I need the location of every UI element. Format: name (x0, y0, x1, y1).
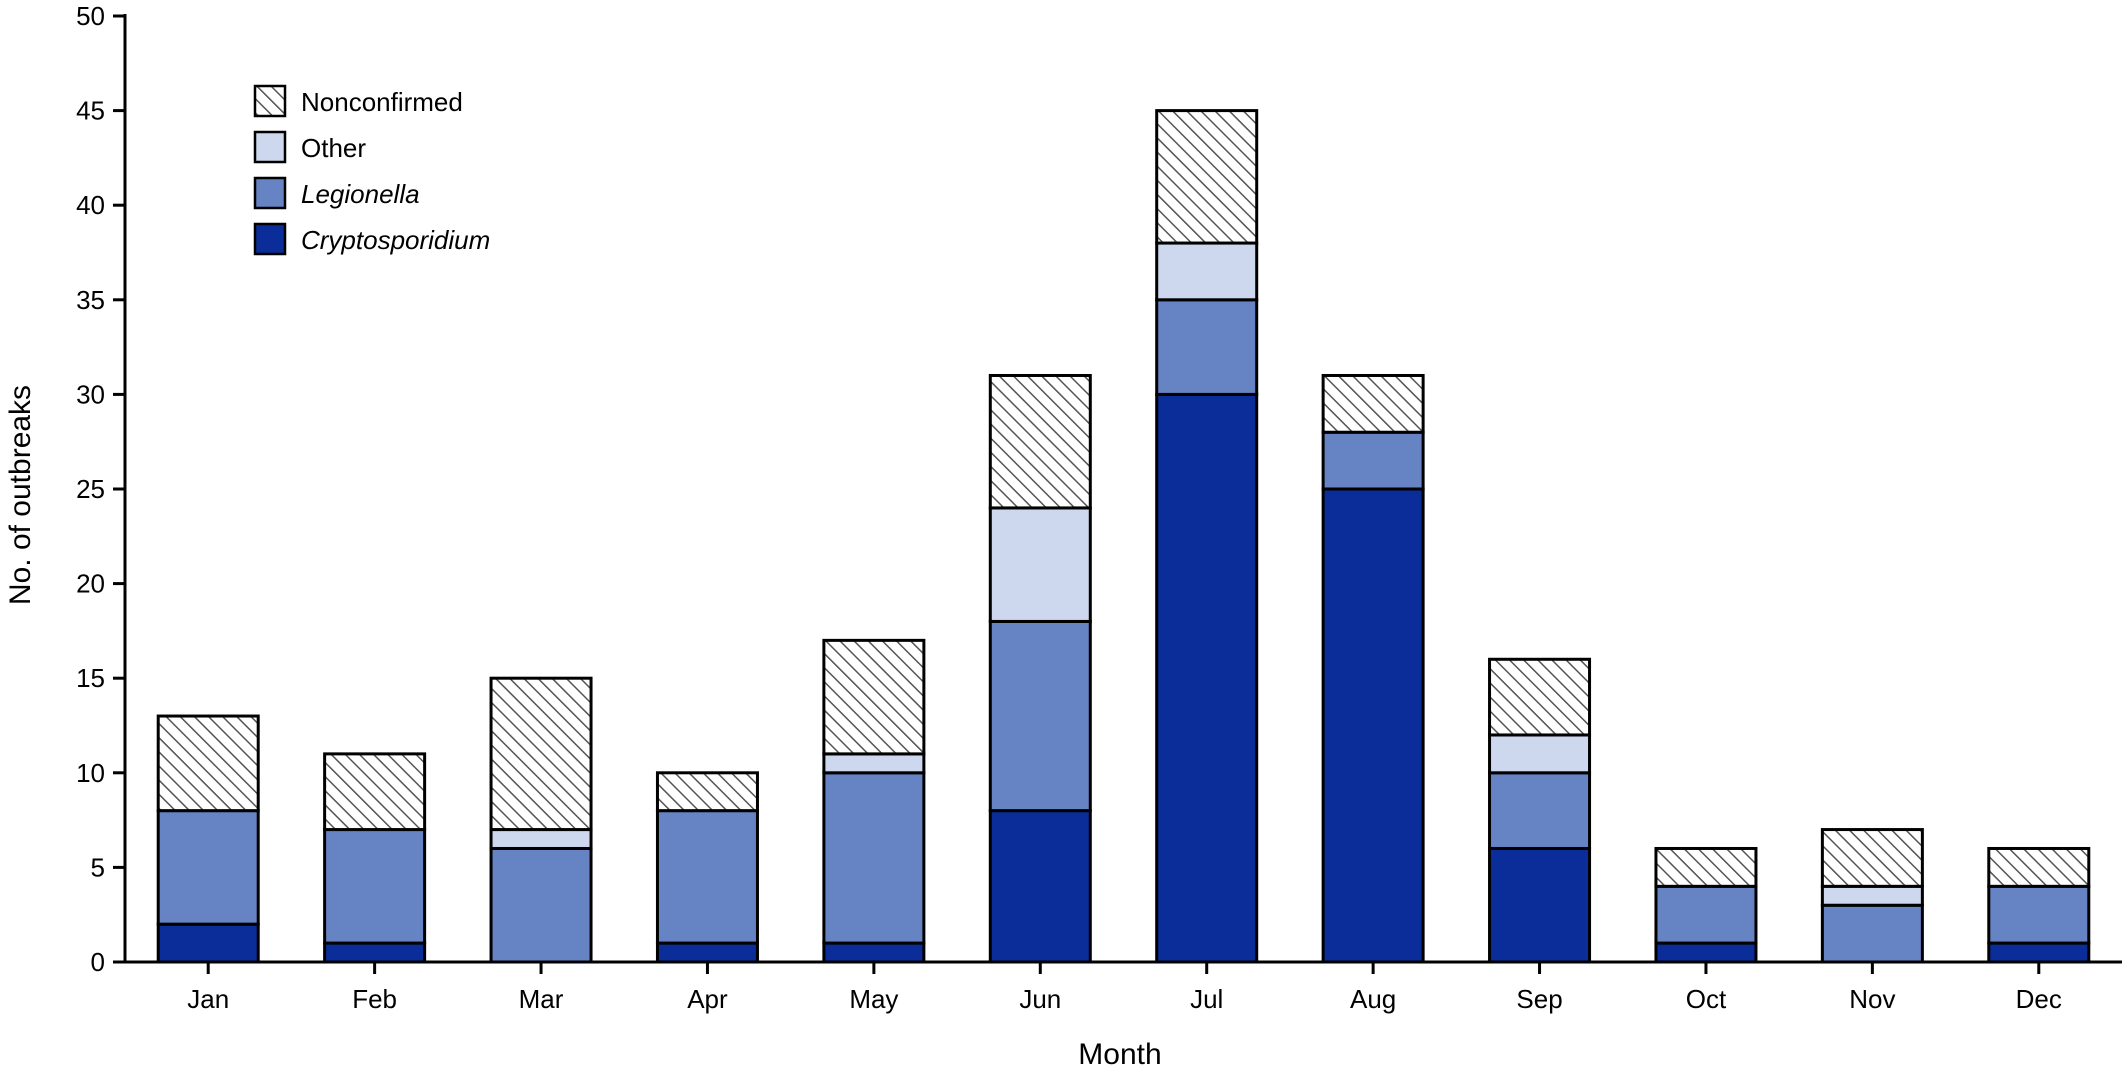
legend-label-cryptosporidium: Cryptosporidium (301, 225, 490, 255)
bar-segment-nonconfirmed-jan (156, 714, 260, 813)
x-axis-title: Month (1078, 1038, 1161, 1071)
y-tick-label: 20 (76, 569, 105, 599)
bar-segment-legionella-oct (1654, 884, 1758, 945)
y-axis-title: No. of outbreaks (4, 385, 37, 605)
bar-segment-nonconfirmed-may (822, 638, 926, 756)
bar-segment-legionella-nov (1820, 903, 1924, 964)
bar-segment-legionella-jul (1155, 298, 1259, 396)
x-tick-label: Mar (519, 984, 564, 1014)
bar-segment-legionella-sep (1488, 771, 1592, 850)
axes-layer: 0 5 10 15 20 25 30 35 40 45 50 Jan Feb Mar Apr May Jun Ju… (76, 1, 2122, 1014)
legend-label-nonconfirmed: Nonconfirmed (301, 87, 463, 117)
legend-swatch-nonconfirmed (253, 84, 287, 118)
bar-segment-cryptosporidium-feb (323, 941, 427, 964)
x-tick-label: Dec (2016, 984, 2062, 1014)
bar-segment-nonconfirmed-apr (655, 771, 759, 813)
legend-swatch-legionella (253, 176, 287, 210)
bar-segment-cryptosporidium-aug (1321, 487, 1425, 964)
bar-segment-legionella-mar (489, 846, 593, 964)
y-tick-label: 15 (76, 663, 105, 693)
bar-segment-other-sep (1488, 733, 1592, 775)
y-tick-label: 0 (91, 947, 105, 977)
legend-label-other: Other (301, 133, 366, 163)
bar-segment-legionella-jan (156, 809, 260, 926)
x-tick-label: Feb (352, 984, 397, 1014)
bar-segment-nonconfirmed-sep (1488, 657, 1592, 737)
bar-segment-legionella-dec (1987, 884, 2091, 945)
bar-segment-other-jun (988, 506, 1092, 623)
y-tick-label: 10 (76, 758, 105, 788)
bar-segment-nonconfirmed-nov (1820, 828, 1924, 888)
bar-segment-legionella-aug (1321, 430, 1425, 491)
x-tick-label: Jan (187, 984, 229, 1014)
bar-segment-legionella-apr (655, 809, 759, 945)
x-tick-label: Jul (1190, 984, 1223, 1014)
x-tick-label: Jun (1019, 984, 1061, 1014)
y-tick-label: 50 (76, 1, 105, 31)
bar-segment-cryptosporidium-dec (1987, 941, 2091, 964)
x-tick-label: May (849, 984, 898, 1014)
bar-segment-other-jul (1155, 241, 1259, 302)
bar-segment-nonconfirmed-jul (1155, 109, 1259, 245)
bar-segment-nonconfirmed-feb (323, 752, 427, 832)
bar-segment-legionella-may (822, 771, 926, 945)
x-tick-label: Oct (1686, 984, 1727, 1014)
legend-label-legionella: Legionella (301, 179, 420, 209)
bar-segment-nonconfirmed-mar (489, 676, 593, 832)
bar-segment-other-nov (1820, 884, 1924, 907)
legend-swatch-other (253, 130, 287, 164)
bar-segment-cryptosporidium-jan (156, 922, 260, 964)
x-tick-label: Aug (1350, 984, 1396, 1014)
bar-segment-nonconfirmed-oct (1654, 846, 1758, 888)
legend: Nonconfirmed Other Legionella Cryptosporidi… (253, 84, 490, 256)
bar-segment-cryptosporidium-apr (655, 941, 759, 964)
x-tick-label: Apr (687, 984, 728, 1014)
bar-segment-legionella-jun (988, 619, 1092, 813)
bar-segment-cryptosporidium-sep (1488, 846, 1592, 964)
y-tick-label: 30 (76, 379, 105, 409)
bar-segment-cryptosporidium-oct (1654, 941, 1758, 964)
bar-segment-other-may (822, 752, 926, 775)
bars-layer (156, 109, 2091, 964)
y-tick-label: 5 (91, 852, 105, 882)
y-tick-label: 40 (76, 190, 105, 220)
legend-swatch-cryptosporidium (253, 222, 287, 256)
x-tick-label: Nov (1849, 984, 1895, 1014)
bar-segment-nonconfirmed-dec (1987, 846, 2091, 888)
y-tick-label: 35 (76, 285, 105, 315)
y-tick-label: 45 (76, 96, 105, 126)
bar-segment-legionella-feb (323, 828, 427, 945)
x-tick-label: Sep (1516, 984, 1562, 1014)
bar-segment-cryptosporidium-jul (1155, 392, 1259, 964)
bar-segment-nonconfirmed-jun (988, 373, 1092, 510)
bar-segment-cryptosporidium-may (822, 941, 926, 964)
bar-segment-nonconfirmed-aug (1321, 373, 1425, 434)
y-tick-label: 25 (76, 474, 105, 504)
bar-segment-other-mar (489, 828, 593, 850)
bar-segment-cryptosporidium-jun (988, 809, 1092, 964)
